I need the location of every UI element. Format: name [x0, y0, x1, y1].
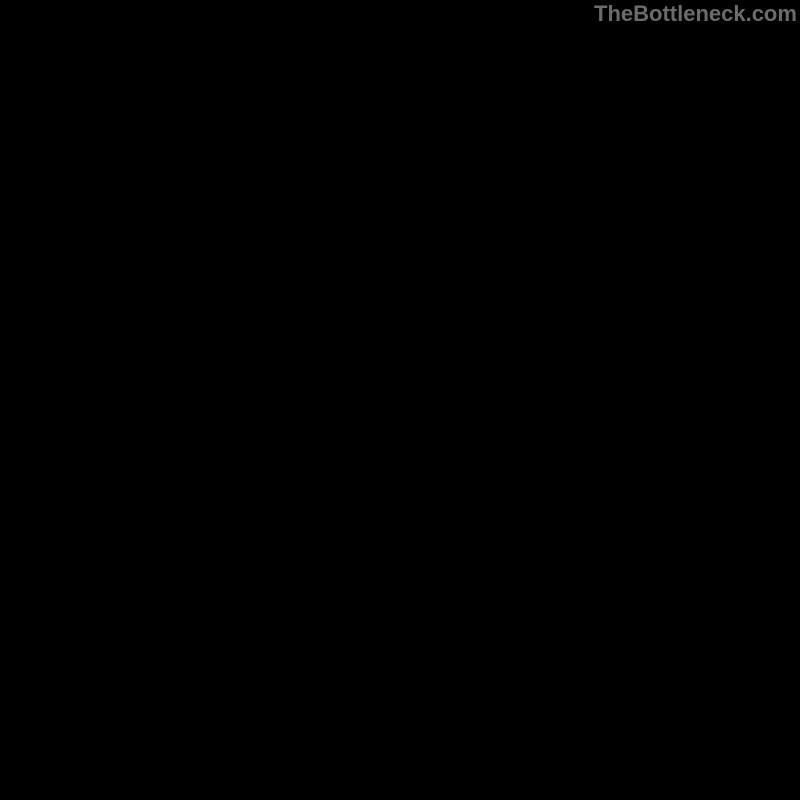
outer-frame: [0, 0, 800, 800]
watermark-text: TheBottleneck.com: [594, 1, 797, 27]
